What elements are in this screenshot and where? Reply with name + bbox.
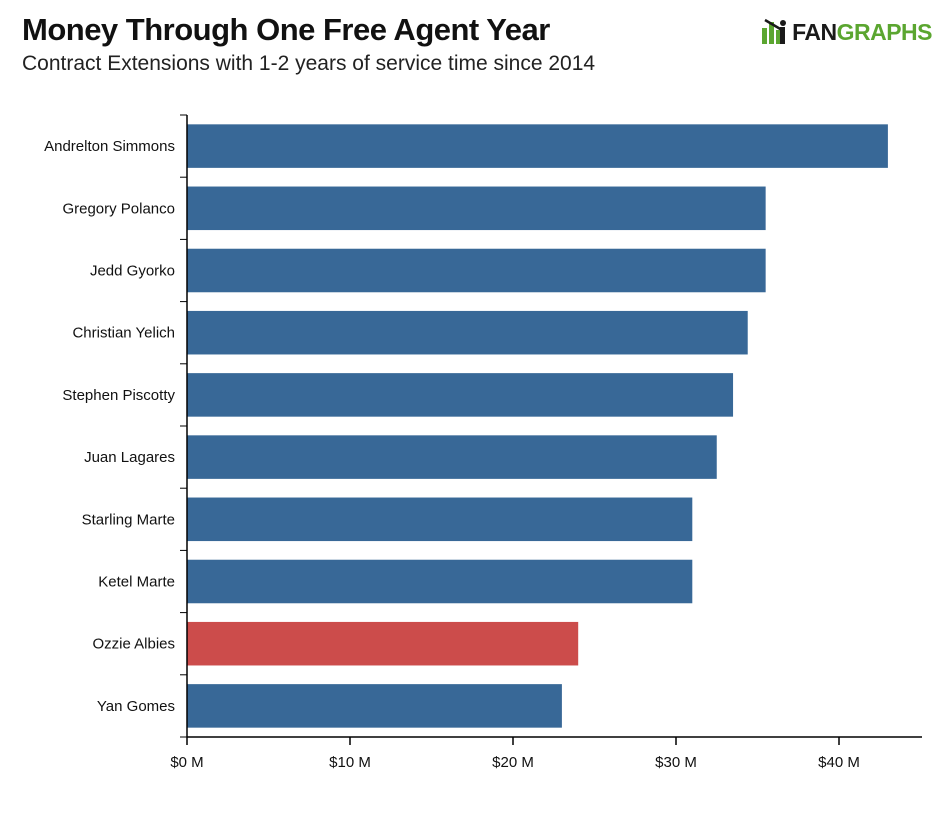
category-label: Gregory Polanco bbox=[62, 200, 175, 217]
x-tick-label: $0 M bbox=[170, 754, 203, 771]
x-tick-label: $20 M bbox=[492, 754, 534, 771]
x-tick-label: $10 M bbox=[329, 754, 371, 771]
logo-text-graphs: GRAPHS bbox=[836, 18, 933, 45]
category-label: Andrelton Simmons bbox=[44, 138, 175, 155]
category-label: Yan Gomes bbox=[97, 698, 175, 715]
category-label: Christian Yelich bbox=[72, 325, 175, 342]
category-label: Jedd Gyorko bbox=[90, 263, 175, 280]
category-label: Ozzie Albies bbox=[92, 636, 175, 653]
chart-subtitle: Contract Extensions with 1-2 years of se… bbox=[22, 52, 596, 75]
category-label: Ketel Marte bbox=[98, 574, 175, 591]
bar-stephen-piscotty[interactable] bbox=[187, 373, 734, 417]
bar-ketel-marte[interactable] bbox=[187, 559, 693, 604]
bar-ozzie-albies[interactable] bbox=[187, 621, 579, 666]
category-label: Starling Marte bbox=[82, 511, 175, 528]
x-tick-label: $30 M bbox=[655, 754, 697, 771]
fangraphs-batter-icon bbox=[762, 18, 787, 44]
bar-gregory-polanco[interactable] bbox=[187, 186, 766, 231]
bar-andrelton-simmons[interactable] bbox=[187, 124, 888, 168]
bar-juan-lagares[interactable] bbox=[187, 435, 717, 479]
fangraphs-logo[interactable]: FANGRAPHS bbox=[760, 18, 933, 46]
bar-starling-marte[interactable] bbox=[187, 497, 693, 542]
bar-jedd-gyorko[interactable] bbox=[187, 248, 766, 293]
category-label: Juan Lagares bbox=[84, 449, 175, 466]
bar-yan-gomes[interactable] bbox=[187, 684, 562, 728]
logo-text-fan: FAN bbox=[792, 18, 837, 45]
chart-title: Money Through One Free Agent Year bbox=[22, 12, 550, 47]
bar-christian-yelich[interactable] bbox=[187, 310, 748, 355]
category-label: Stephen Piscotty bbox=[62, 387, 175, 404]
x-tick-label: $40 M bbox=[818, 754, 860, 771]
